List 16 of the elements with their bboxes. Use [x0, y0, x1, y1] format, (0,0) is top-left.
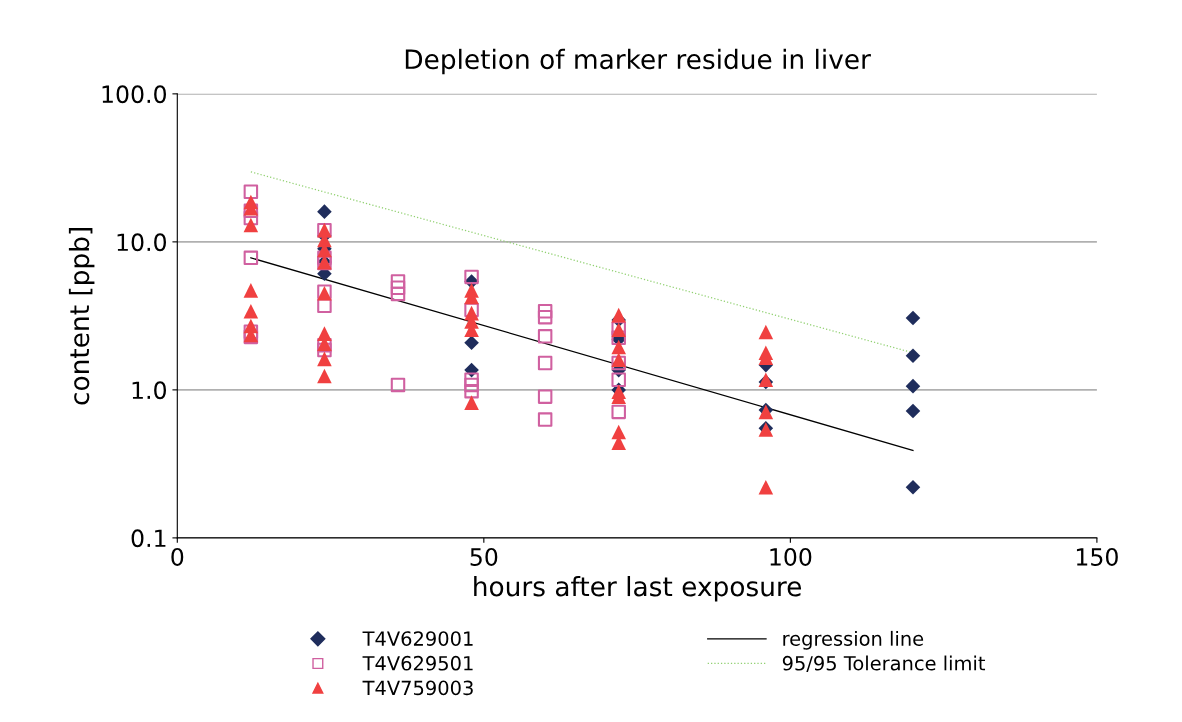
y-tick-label: 1.0 — [132, 381, 167, 400]
y-tick-label: 10.0 — [117, 233, 167, 252]
legend-label: regression line — [783, 630, 924, 650]
x-tick-label: 50 — [470, 548, 498, 566]
chart-title: Depletion of marker residue in liver — [405, 48, 871, 75]
x-tick-label: 100 — [770, 548, 812, 566]
y-axis-title: content [ppb] — [68, 228, 95, 405]
y-tick-label: 100.0 — [102, 85, 167, 104]
y-tick-label: 0.1 — [131, 529, 166, 548]
legend-label: 95/95 Tolerance limit — [782, 655, 986, 673]
x-tick-label: 150 — [1076, 548, 1118, 566]
x-tick-label: 0 — [171, 548, 184, 566]
legend-label: T4V759003 — [362, 680, 473, 696]
x-axis-title: hours after last exposure — [474, 576, 802, 602]
legend-label: T4V629501 — [362, 655, 473, 671]
legend-label: T4V629001 — [362, 631, 473, 646]
